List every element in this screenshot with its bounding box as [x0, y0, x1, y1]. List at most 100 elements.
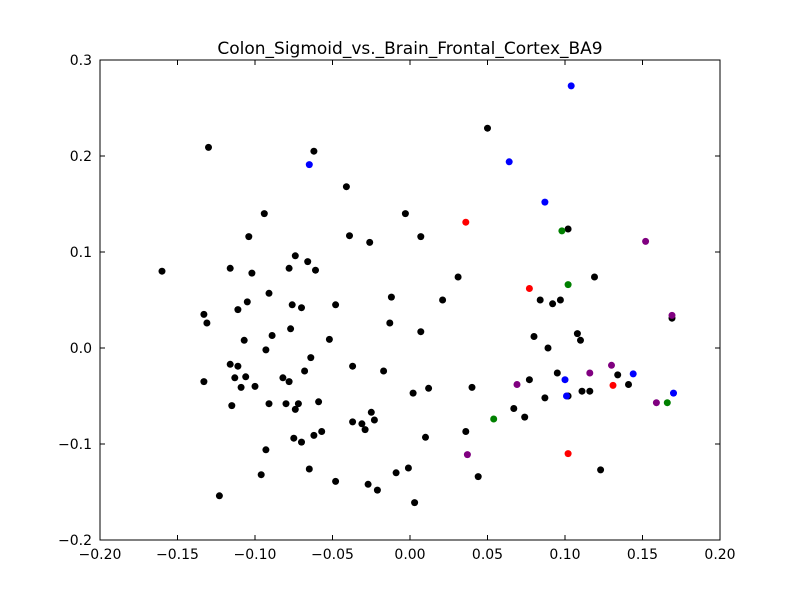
data-point	[237, 383, 245, 391]
data-point	[325, 335, 333, 343]
data-point	[553, 369, 561, 377]
x-tick-label: 0.15	[627, 547, 658, 563]
data-point	[291, 405, 299, 413]
data-point	[380, 367, 388, 375]
data-point	[305, 161, 313, 169]
data-point	[454, 273, 462, 281]
data-point	[558, 227, 566, 235]
data-point	[287, 325, 295, 333]
data-point	[425, 384, 433, 392]
data-point	[392, 469, 400, 477]
data-point	[573, 330, 581, 338]
data-point	[364, 480, 372, 488]
data-point	[366, 238, 374, 246]
x-tick-label: −0.05	[311, 547, 354, 563]
data-point	[315, 398, 323, 406]
data-point	[387, 293, 395, 301]
data-point	[564, 281, 572, 289]
data-point	[288, 301, 296, 309]
y-tick-label: −0.1	[58, 437, 92, 453]
data-point	[608, 361, 615, 369]
data-point	[312, 266, 319, 274]
data-point	[629, 370, 637, 378]
data-point	[544, 344, 552, 352]
data-point	[386, 319, 394, 327]
data-point	[463, 451, 471, 459]
y-tick-label: 0.3	[70, 53, 92, 69]
data-point	[530, 333, 538, 340]
data-point	[301, 367, 309, 375]
data-point	[200, 378, 208, 386]
data-point	[243, 298, 251, 306]
data-point	[332, 477, 340, 485]
data-point	[401, 210, 409, 218]
data-point	[349, 418, 357, 426]
data-point	[226, 264, 234, 272]
data-point	[577, 336, 584, 344]
data-point	[310, 431, 318, 439]
data-point	[226, 360, 234, 368]
data-point	[370, 416, 378, 424]
data-point	[505, 158, 513, 166]
data-point	[240, 336, 248, 344]
data-point	[578, 387, 586, 395]
data-point	[228, 402, 236, 410]
points-layer	[158, 82, 677, 507]
data-point	[652, 399, 660, 407]
data-point	[291, 252, 299, 260]
chart-title: Colon_Sigmoid_vs._Brain_Frontal_Cortex_B…	[217, 39, 602, 59]
data-point	[205, 143, 212, 151]
data-point	[285, 378, 293, 386]
data-point	[290, 434, 298, 442]
data-point	[265, 289, 273, 297]
y-tick-label: −0.2	[58, 533, 92, 549]
x-tick-label: 0.00	[394, 547, 425, 563]
data-point	[670, 389, 677, 397]
data-point	[417, 233, 425, 241]
x-tick-label: 0.10	[549, 547, 580, 563]
data-point	[586, 369, 594, 377]
data-point	[564, 450, 572, 458]
data-point	[642, 237, 650, 245]
x-tick-label: 0.20	[704, 547, 735, 563]
x-tick-label: 0.05	[472, 547, 503, 563]
data-point	[513, 381, 521, 388]
data-point	[231, 374, 239, 382]
data-point	[318, 428, 326, 435]
data-point	[268, 332, 276, 339]
data-point	[298, 304, 305, 312]
data-point	[597, 466, 605, 474]
data-point	[541, 198, 549, 206]
data-point	[234, 306, 242, 314]
data-point	[215, 492, 223, 500]
data-point	[262, 446, 270, 454]
data-point	[411, 499, 419, 507]
data-point	[285, 264, 293, 272]
data-point	[279, 374, 287, 382]
data-point	[248, 269, 256, 277]
data-point	[536, 296, 544, 304]
data-point	[245, 233, 253, 241]
x-tick-label: −0.15	[156, 547, 199, 563]
data-point	[490, 415, 498, 423]
data-point	[257, 471, 265, 479]
data-point	[234, 362, 242, 370]
data-point	[307, 354, 315, 362]
data-point	[563, 392, 570, 400]
data-point	[367, 408, 375, 416]
data-point	[474, 473, 482, 481]
data-point	[521, 413, 529, 421]
data-point	[262, 346, 270, 354]
data-point	[614, 371, 622, 379]
data-point	[439, 296, 447, 304]
data-point	[484, 124, 491, 132]
data-point	[304, 258, 312, 266]
data-point	[556, 296, 564, 304]
data-point	[373, 486, 381, 494]
data-point	[567, 82, 575, 90]
data-point	[242, 373, 250, 381]
data-point	[282, 400, 290, 408]
data-point	[525, 285, 533, 292]
data-point	[200, 310, 208, 318]
